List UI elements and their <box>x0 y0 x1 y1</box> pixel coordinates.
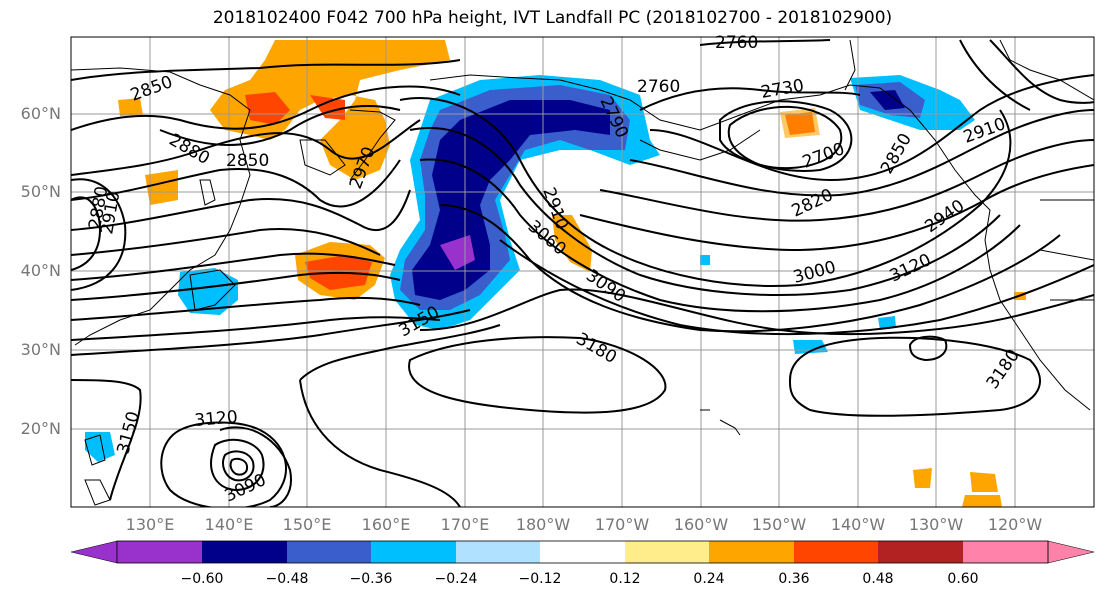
lon-label: 170°W <box>594 515 650 534</box>
lon-label: 170°E <box>440 515 490 534</box>
lon-label: 130°E <box>125 515 175 534</box>
map-frame <box>70 36 1095 508</box>
contour-label: 2760 <box>715 33 758 53</box>
map-title: 2018102400 F042 700 hPa height, IVT Land… <box>212 8 893 28</box>
lon-label: 150°E <box>282 515 332 534</box>
lon-label: 160°E <box>361 515 411 534</box>
coastlines <box>71 39 1094 506</box>
lat-label: 50°N <box>20 182 61 201</box>
colorbar-tick-label: 0.24 <box>693 571 725 587</box>
colorbar-tick-label: −0.48 <box>265 571 309 587</box>
contour-label: 2760 <box>637 77 680 97</box>
lon-label: 140°E <box>204 515 254 534</box>
lon-label: 180°W <box>515 515 571 534</box>
contour-label: 3120 <box>194 407 239 431</box>
colorbar-extend-low <box>70 540 118 564</box>
lon-label: 130°W <box>908 515 964 534</box>
colorbar <box>70 540 1095 564</box>
colorbar-tick-label: 0.36 <box>778 571 810 587</box>
lon-label: 140°W <box>830 515 886 534</box>
colorbar-tick-label: 0.48 <box>862 571 894 587</box>
colorbar-tick-label: −0.36 <box>349 571 393 587</box>
colorbar-tick-label: 0.12 <box>609 571 641 587</box>
colorbar-tick-label: −0.12 <box>518 571 562 587</box>
lat-label: 30°N <box>20 340 61 359</box>
lat-label: 20°N <box>20 419 61 438</box>
map-area <box>71 37 1094 507</box>
colorbar-tick-label: −0.24 <box>434 571 478 587</box>
colorbar-extend-high <box>1047 540 1095 564</box>
colorbar-tick-label: −0.60 <box>180 571 224 587</box>
lon-label: 120°W <box>987 515 1043 534</box>
height-contours <box>71 39 1094 507</box>
colorbar-tick-label: 0.60 <box>947 571 979 587</box>
lon-label: 150°W <box>751 515 807 534</box>
lat-label: 40°N <box>20 261 61 280</box>
contour-label: 2850 <box>226 151 269 171</box>
lat-label: 60°N <box>20 104 61 123</box>
lon-label: 160°W <box>673 515 729 534</box>
